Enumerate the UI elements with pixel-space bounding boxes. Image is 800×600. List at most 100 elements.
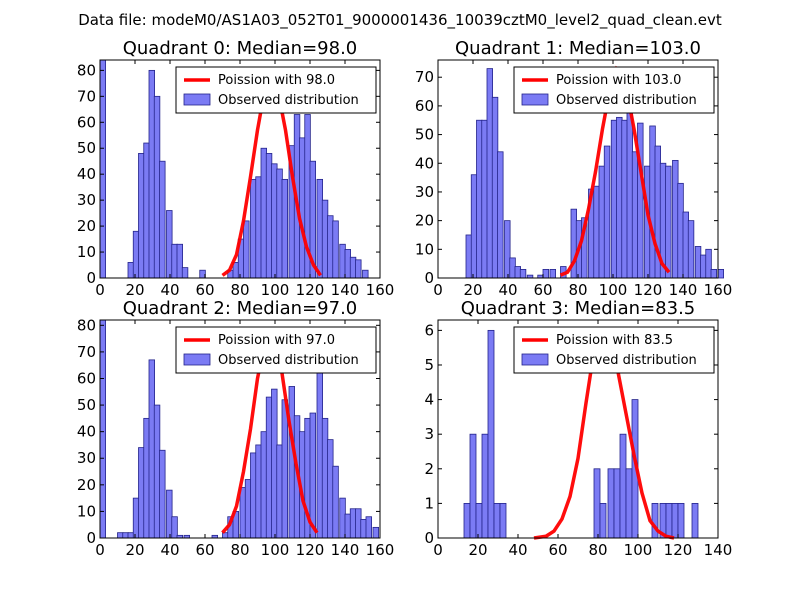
y-tick-label: 2	[424, 460, 434, 478]
histogram-bar	[700, 254, 707, 279]
histogram-bar	[610, 119, 618, 279]
y-tick-label: 1	[424, 494, 434, 512]
quadrant-3-panel: Quadrant 3: Median=83.5 0 20 40 60 80 100 120 1…	[424, 298, 732, 559]
x-tick-label: 140	[331, 281, 360, 299]
histogram-bar	[239, 487, 246, 539]
quadrant-1-legend: Poission with 103.0 Observed distributio…	[513, 66, 715, 114]
histogram-bar	[327, 215, 334, 279]
histogram-bar	[665, 502, 673, 539]
histogram-bar	[649, 125, 656, 279]
histogram-bar	[276, 168, 283, 279]
x-tick-label: 160	[366, 281, 395, 299]
histogram-bar	[243, 220, 250, 279]
x-tick-label: 120	[664, 541, 693, 559]
x-tick-label: 80	[230, 541, 249, 559]
x-tick-label: 140	[331, 541, 360, 559]
histogram-bar	[222, 532, 229, 539]
legend-bar-swatch	[183, 93, 211, 106]
legend-bar-label: Observed distribution	[218, 353, 359, 368]
y-tick-label: 20	[415, 212, 434, 230]
y-tick-label: 30	[77, 449, 96, 467]
legend-bar-swatch	[183, 353, 211, 366]
y-tick-label: 6	[424, 321, 434, 339]
histogram-bar	[166, 210, 173, 279]
histogram-bar	[117, 532, 124, 539]
histogram-bar	[481, 433, 489, 539]
histogram-bar	[603, 145, 611, 279]
histogram-bar	[132, 497, 140, 539]
histogram-bar	[463, 502, 471, 539]
x-tick-label: 40	[160, 541, 179, 559]
histogram-bar	[339, 243, 346, 279]
histogram-bar	[349, 508, 357, 539]
quadrant-2-panel: Quadrant 2: Median=97.0 0 20 40 60 80 100 120 1…	[77, 298, 394, 559]
histogram-bar	[316, 370, 323, 539]
x-tick-label: 160	[366, 541, 395, 559]
x-tick-label: 80	[568, 281, 587, 299]
histogram-bar	[132, 230, 140, 279]
histogram-bar	[613, 468, 621, 539]
histogram-bar	[281, 178, 288, 279]
legend-line-label: Poission with 98.0	[218, 73, 335, 88]
y-tick-label: 20	[77, 476, 96, 494]
y-tick-label: 0	[86, 529, 96, 547]
histogram-bar	[372, 526, 379, 539]
x-tick-label: 120	[296, 541, 325, 559]
y-tick-label: 50	[415, 126, 434, 144]
x-tick-label: 0	[95, 281, 105, 299]
histogram-bar	[153, 404, 161, 539]
y-tick-label: 70	[77, 343, 96, 361]
histogram-bar	[469, 433, 477, 539]
x-tick-label: 140	[669, 281, 698, 299]
y-tick-label: 10	[415, 240, 434, 258]
histogram-bar	[122, 532, 129, 539]
x-tick-label: 80	[588, 541, 607, 559]
x-tick-label: 60	[195, 541, 214, 559]
histogram-bar	[127, 262, 134, 279]
plot-area: 0 20 40 60 80 100 120 140 0 1 2 3 4 5 6	[424, 319, 732, 559]
histogram-bar	[153, 95, 161, 279]
histogram-bar	[470, 174, 478, 279]
histogram-bar	[476, 119, 483, 279]
legend-bar-swatch	[521, 93, 549, 106]
histogram-bar	[339, 497, 346, 539]
histogram-bar	[360, 518, 367, 539]
legend-line-label: Poission with 97.0	[218, 333, 335, 348]
histogram-bar	[281, 399, 288, 539]
histogram-bar	[497, 151, 504, 279]
figure-suptitle: Data file: modeM0/AS1A03_052T01_90000014…	[78, 11, 722, 30]
histogram-bar	[671, 502, 679, 539]
histogram-bar	[176, 243, 183, 279]
x-tick-label: 0	[95, 541, 105, 559]
y-tick-label: 0	[424, 529, 434, 547]
histogram-bar	[148, 359, 155, 539]
histogram-bar	[265, 396, 273, 539]
y-tick-label: 70	[415, 68, 434, 86]
histogram-bar	[327, 439, 334, 539]
histogram-bar	[465, 234, 472, 279]
histogram-bar	[138, 447, 145, 539]
plot-area: 0 20 40 60 80 100 120 140 160 0 10 20 30 40 50 60 70	[415, 59, 732, 299]
x-tick-label: 60	[195, 281, 214, 299]
x-tick-label: 0	[433, 281, 443, 299]
x-tick-label: 40	[160, 281, 179, 299]
histogram-bar	[299, 137, 306, 279]
quadrant-3-title: Quadrant 3: Median=83.5	[461, 298, 696, 319]
y-tick-label: 60	[77, 369, 96, 387]
x-tick-label: 0	[433, 541, 443, 559]
x-tick-label: 120	[296, 281, 325, 299]
y-tick-label: 20	[77, 217, 96, 235]
y-tick-label: 60	[77, 113, 96, 131]
y-tick-label: 10	[77, 502, 96, 520]
y-tick-label: 3	[424, 425, 434, 443]
y-tick-label: 40	[415, 154, 434, 172]
histogram-bar	[509, 257, 516, 279]
histogram-bar	[265, 153, 273, 279]
histogram-bar	[250, 178, 257, 279]
histogram-bar	[171, 243, 178, 279]
histogram-bar	[244, 479, 252, 539]
histogram-bar	[542, 268, 549, 279]
histogram-bar	[514, 266, 521, 279]
histogram-bar	[332, 220, 339, 279]
